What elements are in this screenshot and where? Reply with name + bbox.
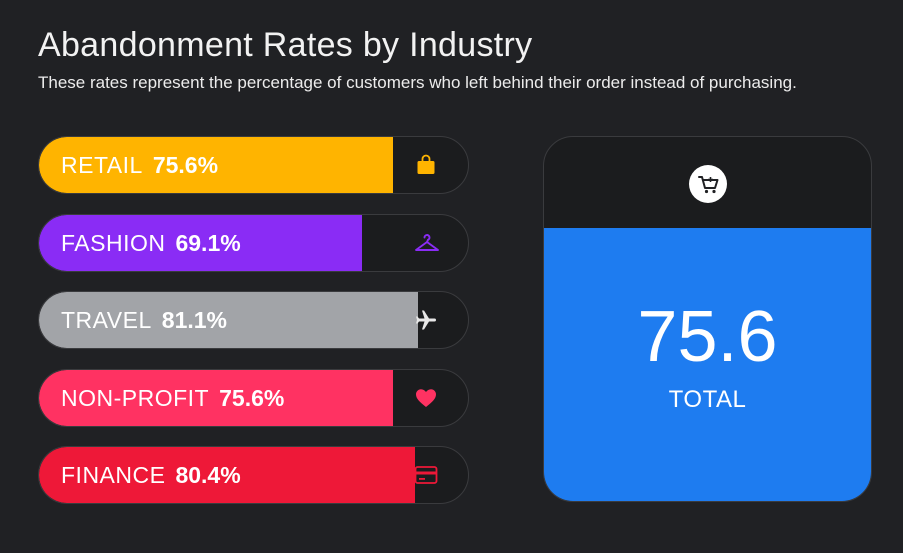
- total-card-header: [544, 137, 871, 228]
- bar-row-travel: TRAVEL 81.1%: [38, 291, 469, 349]
- bar: [39, 215, 363, 271]
- bar-label: NON-PROFIT 75.6%: [61, 370, 284, 426]
- category-label: TRAVEL: [61, 307, 152, 333]
- bar: [39, 137, 393, 193]
- total-card-body: 75.6 TOTAL: [544, 228, 871, 501]
- total-value: 75.6: [637, 297, 778, 377]
- page-title: Abandonment Rates by Industry: [38, 26, 533, 64]
- category-label: RETAIL: [61, 152, 143, 178]
- bar-row-finance: FINANCE 80.4%: [38, 446, 469, 504]
- airplane-icon: [414, 308, 438, 332]
- bar-label: FASHION 69.1%: [61, 215, 241, 271]
- bar-row-retail: RETAIL 75.6%: [38, 136, 469, 194]
- value-label: 75.6%: [219, 385, 285, 411]
- bar: [39, 370, 393, 426]
- total-label: TOTAL: [668, 386, 747, 413]
- value-label: 81.1%: [161, 307, 227, 333]
- category-label: NON-PROFIT: [61, 385, 210, 411]
- hanger-icon: [414, 231, 439, 255]
- bar: [39, 447, 415, 503]
- shopping-bag-icon: [414, 153, 438, 177]
- page-subtitle: These rates represent the percentage of …: [38, 73, 797, 92]
- category-label: FINANCE: [61, 462, 166, 488]
- bar-label: RETAIL 75.6%: [61, 137, 218, 193]
- bar-label: FINANCE 80.4%: [61, 447, 241, 503]
- bar-row-fashion: FASHION 69.1%: [38, 214, 469, 272]
- bar: [39, 292, 419, 348]
- bar-label: TRAVEL 81.1%: [61, 292, 227, 348]
- value-label: 69.1%: [175, 230, 241, 256]
- value-label: 80.4%: [175, 462, 241, 488]
- category-label: FASHION: [61, 230, 166, 256]
- value-label: 75.6%: [152, 152, 219, 178]
- credit-card-icon: [414, 463, 438, 487]
- shopping-cart-icon: [689, 165, 727, 203]
- heart-icon: [414, 386, 438, 410]
- total-card: 75.6 TOTAL: [543, 136, 872, 502]
- bar-row-non-profit: NON-PROFIT 75.6%: [38, 369, 469, 427]
